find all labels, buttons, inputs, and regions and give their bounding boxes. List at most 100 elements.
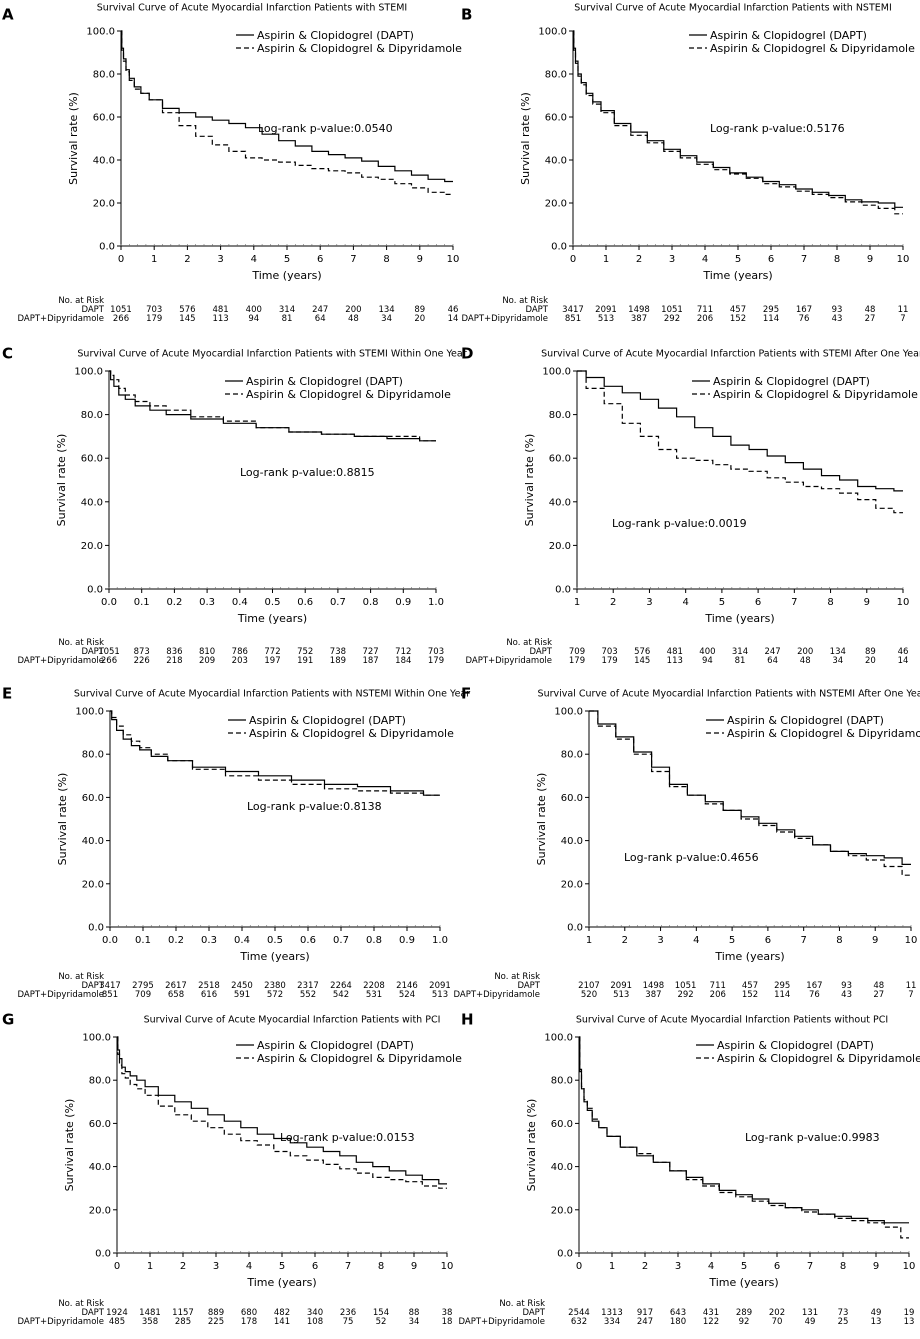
y-tick-label: 40.0 [93, 156, 115, 167]
series-line-dapt [117, 1036, 447, 1185]
risk-value: 1051 [98, 647, 120, 657]
panel-b: B Survival Curve of Acute Myocardial Infa… [461, 3, 915, 325]
y-axis-label: Survival rate (%) [525, 1099, 538, 1192]
risk-value: 772 [264, 647, 280, 657]
risk-value: 167 [796, 305, 812, 315]
risk-value: 1498 [643, 981, 665, 991]
y-tick-label: 100.0 [75, 707, 104, 718]
chart-title: Survival Curve of Acute Myocardial Infar… [74, 689, 470, 700]
panel-g: G Survival Curve of Acute Myocardial Infa… [2, 1011, 462, 1328]
risk-value: 524 [399, 990, 415, 1000]
y-axis-label: Survival rate (%) [63, 1099, 76, 1192]
chart-title: Survival Curve of Acute Myocardial Infar… [144, 1015, 441, 1026]
x-tick-label: 0.6 [297, 597, 313, 608]
risk-value: 27 [865, 314, 876, 324]
y-tick-label: 60.0 [81, 454, 103, 465]
risk-value: 400 [699, 647, 715, 657]
risk-value: 632 [571, 1317, 587, 1327]
risk-value: 11 [898, 305, 909, 315]
risk-row-label: DAPT [81, 647, 104, 657]
y-tick-label: 0.0 [95, 1249, 111, 1260]
risk-value: 2208 [363, 981, 385, 991]
risk-value: 292 [677, 990, 693, 1000]
risk-row-label: DAPT+Dipyridamole [17, 990, 104, 1000]
chart-title: Survival Curve of Acute Myocardial Infar… [576, 1015, 888, 1026]
x-tick-label: 0.4 [234, 935, 250, 946]
risk-value: 314 [279, 305, 295, 315]
risk-value: 200 [797, 647, 813, 657]
chart-title: Survival Curve of Acute Myocardial Infar… [97, 3, 407, 14]
x-tick-label: 0 [114, 1261, 120, 1272]
y-tick-label: 60.0 [545, 113, 567, 124]
risk-value: 917 [637, 1308, 653, 1318]
risk-value: 520 [581, 990, 597, 1000]
risk-value: 38 [442, 1308, 453, 1318]
x-tick-label: 0.2 [166, 597, 182, 608]
series-line-dapt-dipyridamole [109, 370, 436, 442]
risk-value: 179 [601, 656, 617, 666]
series-line-dapt-dipyridamole [121, 30, 453, 195]
risk-value: 76 [799, 314, 810, 324]
series-line-dapt [577, 370, 903, 492]
risk-value: 851 [565, 314, 581, 324]
risk-value: 152 [742, 990, 758, 1000]
x-tick-label: 0.5 [267, 935, 283, 946]
x-tick-label: 4 [693, 935, 699, 946]
risk-value: 576 [179, 305, 195, 315]
y-tick-label: 40.0 [545, 156, 567, 167]
risk-value: 889 [208, 1308, 224, 1318]
panel-letter: A [2, 6, 14, 24]
risk-value: 46 [448, 305, 459, 315]
risk-value: 92 [739, 1317, 750, 1327]
x-tick-label: 0.2 [168, 935, 184, 946]
legend-label: Aspirin & Clopidogrel (DAPT) [246, 375, 403, 388]
risk-value: 203 [232, 656, 248, 666]
risk-value: 75 [343, 1317, 354, 1327]
risk-value: 226 [134, 656, 150, 666]
risk-row-label: DAPT+Dipyridamole [17, 314, 104, 324]
risk-value: 285 [175, 1317, 191, 1327]
risk-value: 145 [179, 314, 195, 324]
y-axis-label: Survival rate (%) [535, 773, 548, 866]
y-tick-label: 20.0 [81, 541, 103, 552]
risk-value: 552 [300, 990, 316, 1000]
risk-value: 358 [142, 1317, 158, 1327]
x-tick-label: 0.3 [201, 935, 217, 946]
series-line-dapt-dipyridamole [579, 1036, 909, 1239]
x-tick-label: 2 [642, 1261, 648, 1272]
risk-value: 711 [697, 305, 713, 315]
x-tick-label: 7 [800, 935, 806, 946]
x-tick-label: 5 [719, 597, 725, 608]
risk-value: 19 [904, 1308, 915, 1318]
x-tick-label: 7 [345, 1261, 351, 1272]
risk-value: 709 [569, 647, 585, 657]
x-tick-label: 0.3 [199, 597, 215, 608]
risk-value: 400 [246, 305, 262, 315]
panel-letter: G [2, 1011, 14, 1029]
risk-value: 236 [340, 1308, 356, 1318]
risk-value: 73 [838, 1308, 849, 1318]
y-tick-label: 80.0 [549, 410, 571, 421]
y-tick-label: 40.0 [561, 836, 583, 847]
y-tick-label: 80.0 [82, 750, 104, 761]
y-tick-label: 100.0 [542, 367, 571, 378]
risk-value: 572 [267, 990, 283, 1000]
risk-value: 3417 [562, 305, 584, 315]
risk-value: 152 [730, 314, 746, 324]
risk-value: 1051 [661, 305, 683, 315]
y-tick-label: 40.0 [81, 497, 103, 508]
series-line-dapt-dipyridamole [573, 30, 903, 215]
risk-value: 131 [802, 1308, 818, 1318]
risk-row-label: DAPT [81, 1308, 104, 1318]
x-tick-label: 8 [834, 254, 840, 265]
y-tick-label: 20.0 [89, 1205, 111, 1216]
panel-e: E Survival Curve of Acute Myocardial Infa… [2, 685, 470, 1001]
risk-value: 513 [432, 990, 448, 1000]
risk-value: 179 [428, 656, 444, 666]
risk-header: No. at Risk [506, 638, 552, 648]
risk-value: 289 [736, 1308, 752, 1318]
risk-value: 643 [670, 1308, 686, 1318]
y-tick-label: 0.0 [99, 242, 115, 253]
x-tick-label: 0 [118, 254, 124, 265]
risk-value: 542 [333, 990, 349, 1000]
